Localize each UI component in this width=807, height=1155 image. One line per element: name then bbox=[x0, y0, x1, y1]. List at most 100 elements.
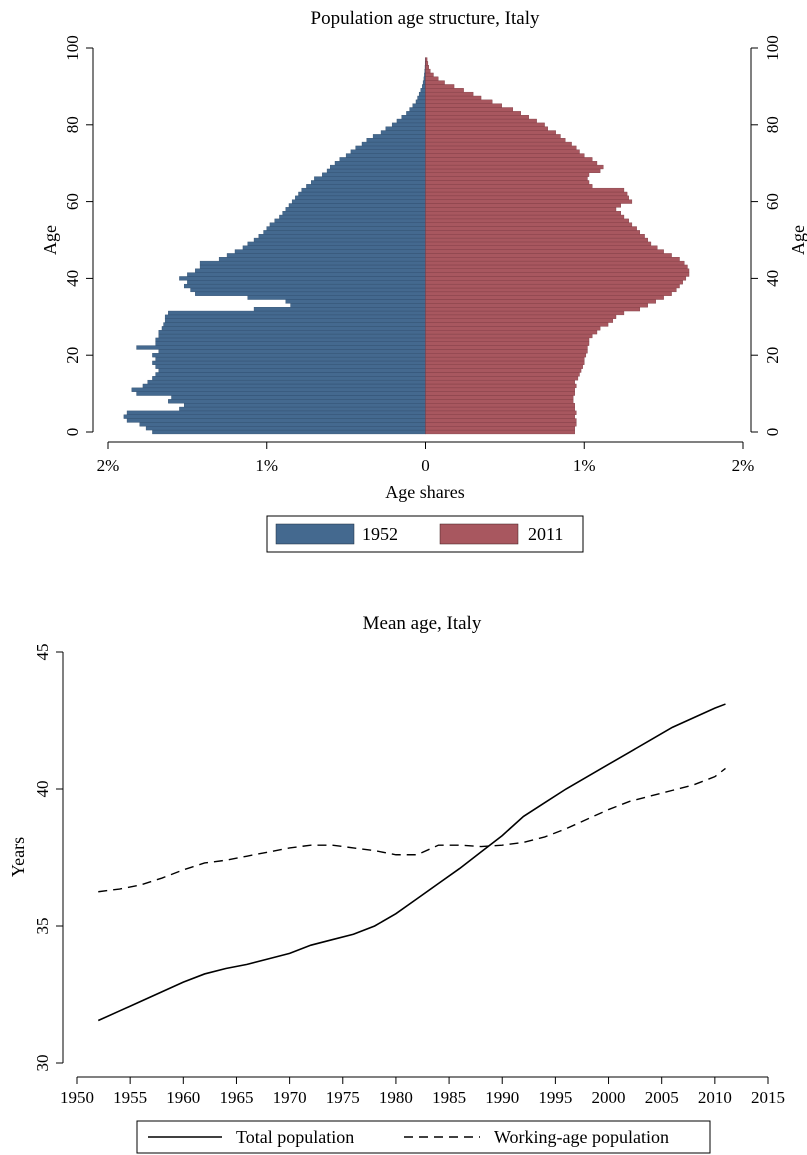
bar-1952-age-50 bbox=[253, 237, 426, 243]
bar-2011-age-58 bbox=[425, 207, 617, 212]
bar-2011-age-74 bbox=[425, 145, 577, 150]
bar-2011-age-37 bbox=[425, 287, 677, 293]
bar-2011-age-21 bbox=[425, 349, 588, 354]
bar-1952-age-45 bbox=[218, 257, 426, 262]
bar-2011-age-17 bbox=[425, 364, 583, 369]
bar-2011-age-71 bbox=[425, 157, 593, 162]
bar-2011-age-61 bbox=[425, 195, 629, 200]
mean-age-x-tick-label-1970: 1970 bbox=[273, 1088, 307, 1107]
mean-age-x-tick-label-2015: 2015 bbox=[751, 1088, 785, 1107]
bar-1952-age-13 bbox=[147, 379, 426, 385]
bar-2011-age-82 bbox=[425, 114, 529, 120]
bar-1952-age-81 bbox=[396, 118, 426, 124]
bar-1952-age-21 bbox=[158, 349, 426, 354]
bar-1952-age-64 bbox=[306, 184, 426, 189]
bar-1952-age-84 bbox=[409, 107, 426, 112]
bar-1952-age-27 bbox=[161, 326, 426, 331]
bar-1952-age-51 bbox=[258, 234, 426, 239]
bar-1952-age-90 bbox=[422, 84, 426, 89]
bar-1952-age-26 bbox=[158, 330, 426, 335]
bar-2011-age-57 bbox=[425, 210, 621, 216]
mean-age-x-tick-label-2005: 2005 bbox=[645, 1088, 679, 1107]
bar-2011-age-63 bbox=[425, 187, 625, 193]
bar-2011-age-64 bbox=[425, 184, 593, 189]
bar-2011-age-83 bbox=[425, 111, 521, 116]
bar-2011-age-7 bbox=[425, 403, 575, 408]
bar-1952-age-47 bbox=[234, 249, 426, 254]
bar-2011-age-53 bbox=[425, 226, 637, 231]
mean-age-y-axis-label: Years bbox=[8, 837, 28, 877]
mean-age-x-tick-label-1955: 1955 bbox=[113, 1088, 147, 1107]
bar-2011-age-70 bbox=[425, 161, 598, 166]
bar-1952-age-58 bbox=[285, 207, 426, 212]
legend-label-2011: 2011 bbox=[528, 524, 563, 544]
bar-1952-age-36 bbox=[195, 291, 426, 296]
series-line-working-age-population bbox=[98, 767, 726, 893]
mean-age-y-tick-label-40: 40 bbox=[33, 781, 52, 798]
series-1952-bars bbox=[123, 57, 426, 435]
pyramid-x-tick-label-4: 2% bbox=[732, 456, 755, 475]
bar-2011-age-60 bbox=[425, 199, 633, 204]
bar-1952-age-17 bbox=[155, 364, 426, 369]
bar-2011-age-92 bbox=[425, 76, 439, 81]
bar-2011-age-48 bbox=[425, 245, 658, 250]
pyramid-axes: 0 0 20 20 40 40 60 60 80 80 100 100 2% 1% 0 1% 2% bbox=[63, 35, 782, 475]
bar-1952-age-22 bbox=[136, 345, 426, 350]
bar-2011-age-46 bbox=[425, 253, 672, 258]
bar-2011-age-25 bbox=[425, 333, 593, 339]
bar-2011-age-41 bbox=[425, 272, 690, 277]
bar-1952-age-18 bbox=[152, 360, 426, 365]
bar-1952-age-25 bbox=[158, 333, 426, 339]
pyramid-legend: 1952 2011 bbox=[266, 515, 584, 553]
bar-1952-age-70 bbox=[334, 161, 426, 166]
bar-2011-age-9 bbox=[425, 395, 574, 400]
pyramid-y-tick-label-right-0: 0 bbox=[763, 428, 782, 437]
bar-1952-age-67 bbox=[322, 172, 426, 177]
bar-1952-age-24 bbox=[155, 337, 426, 342]
bar-1952-age-61 bbox=[295, 195, 426, 200]
pyramid-y-tick-label-left-20: 20 bbox=[63, 347, 82, 364]
bar-2011-age-59 bbox=[425, 203, 621, 208]
bar-1952-age-65 bbox=[311, 180, 426, 185]
bar-2011-age-2 bbox=[425, 422, 577, 427]
bar-1952-age-10 bbox=[136, 391, 426, 396]
mean-age-x-tick-label-1985: 1985 bbox=[432, 1088, 466, 1107]
bar-2011-age-22 bbox=[425, 345, 588, 350]
pyramid-y-tick-label-right-100: 100 bbox=[763, 35, 782, 61]
bar-2011-age-23 bbox=[425, 341, 590, 346]
bar-1952-age-80 bbox=[391, 122, 426, 127]
bar-1952-age-42 bbox=[195, 268, 426, 273]
pyramid-y-tick-label-right-20: 20 bbox=[763, 347, 782, 364]
bar-2011-age-54 bbox=[425, 222, 633, 227]
bar-2011-age-80 bbox=[425, 122, 545, 127]
legend-swatch-2011 bbox=[439, 523, 519, 545]
bar-1952-age-15 bbox=[155, 372, 426, 377]
bar-1952-age-8 bbox=[168, 399, 426, 404]
bar-1952-age-83 bbox=[406, 111, 426, 116]
bar-2011-age-85 bbox=[425, 103, 502, 108]
legend-label-1952: 1952 bbox=[362, 524, 398, 544]
bar-2011-age-87 bbox=[425, 95, 482, 101]
bar-1952-age-92 bbox=[423, 76, 426, 81]
bar-2011-age-69 bbox=[425, 164, 604, 170]
bar-2011-age-68 bbox=[425, 168, 601, 174]
mean-age-x-tick-label-1980: 1980 bbox=[379, 1088, 413, 1107]
bar-2011-age-79 bbox=[425, 126, 548, 131]
bar-1952-age-19 bbox=[155, 356, 426, 362]
bar-2011-age-40 bbox=[425, 276, 687, 281]
pyramid-y-tick-label-right-60: 60 bbox=[763, 193, 782, 210]
mean-age-y-tick-label-45: 45 bbox=[33, 644, 52, 661]
bar-2011-age-31 bbox=[425, 310, 625, 316]
pyramid-y-tick-label-left-0: 0 bbox=[63, 428, 82, 437]
bar-2011-age-10 bbox=[425, 391, 575, 396]
bar-2011-age-3 bbox=[425, 418, 577, 423]
bar-1952-age-4 bbox=[123, 414, 426, 419]
bar-1952-age-62 bbox=[298, 191, 426, 197]
bar-1952-age-41 bbox=[187, 272, 426, 277]
bar-1952-age-86 bbox=[415, 99, 426, 104]
bar-2011-age-86 bbox=[425, 99, 493, 104]
bar-1952-age-16 bbox=[158, 368, 426, 373]
bar-2011-age-95 bbox=[425, 65, 429, 70]
bar-1952-age-32 bbox=[253, 307, 426, 312]
bar-2011-age-52 bbox=[425, 230, 641, 235]
